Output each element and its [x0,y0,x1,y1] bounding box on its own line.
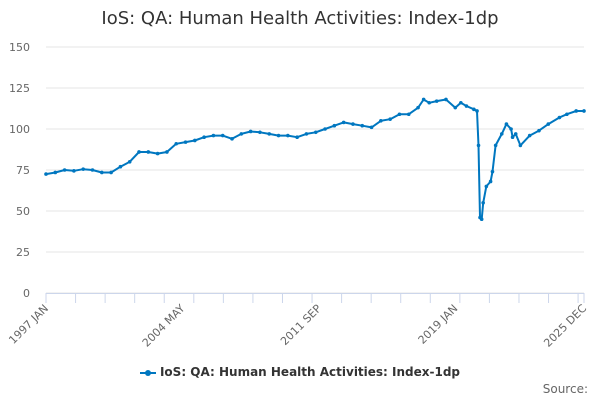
y-tick-label: 125 [9,82,30,95]
data-point [537,128,541,133]
data-point [546,122,551,126]
data-point [137,150,141,154]
data-point [459,100,463,105]
data-point [230,137,234,141]
data-point [127,160,132,164]
data-point [464,104,469,108]
data-point [574,109,578,113]
data-point [476,143,481,148]
data-point [499,132,504,136]
x-tick-label: 2004 MAY [140,302,188,350]
data-point [313,130,318,135]
data-point [472,107,476,112]
data-point [220,133,225,138]
data-point [72,169,76,173]
data-point [388,117,392,121]
chart-title: IoS: QA: Human Health Activities: Index-… [101,8,499,29]
data-point [258,130,262,135]
data-point [155,151,160,156]
x-tick-label: 2011 SEP [278,302,324,348]
data-point [490,169,495,174]
data-point [267,132,272,136]
data-point [557,115,562,120]
data-point [174,141,179,146]
data-point [44,172,48,176]
data-point [518,143,523,148]
y-tick-label: 25 [16,246,30,259]
data-point [286,133,290,138]
data-point [453,105,458,110]
data-point [276,133,281,138]
data-point [90,168,95,172]
y-tick-label: 100 [9,123,30,136]
data-point [504,122,509,126]
data-point [146,150,151,154]
data-point [360,123,365,128]
y-tick-label: 0 [23,287,30,300]
data-point [165,150,169,154]
data-point [118,164,123,169]
data-point [304,132,309,136]
data-point [211,133,216,138]
data-point [582,109,586,113]
data-point [527,133,532,138]
data-point [479,217,484,221]
data-point [434,99,439,103]
data-point [565,112,569,117]
series-line [45,98,584,221]
data-point [193,138,197,143]
data-point [53,170,58,175]
data-point [202,135,206,139]
data-point [379,119,383,123]
x-tick-label: 1997 JAN [6,302,51,347]
data-point [351,122,355,126]
data-point [484,184,489,189]
data-point [493,143,498,148]
data-point [100,170,104,175]
x-tick-label: 2025 DEC [541,302,589,350]
data-point [62,168,67,172]
y-tick-label: 150 [9,41,30,54]
legend-label: IoS: QA: Human Health Activities: Index-… [159,365,461,379]
legend-swatch-icon [139,369,156,376]
y-tick-label: 75 [16,164,30,177]
data-point [332,123,337,128]
data-point [248,129,253,134]
data-point [475,109,479,113]
data-point [509,127,513,131]
data-point [406,112,411,117]
data-point [239,132,244,136]
data-point [109,170,113,175]
legend-item[interactable]: IoS: QA: Human Health Activities: Index-… [0,365,600,379]
data-point [427,100,432,105]
data-point [369,125,374,130]
data-point [488,179,493,184]
data-point [341,120,346,125]
data-point [444,97,448,102]
data-point [481,201,485,205]
data-point [81,167,86,171]
data-point [421,97,426,102]
source-label: Source: [542,382,588,396]
data-point [510,135,515,139]
data-point [416,105,420,110]
data-point [295,135,299,139]
data-point [323,127,327,131]
data-point [513,132,518,136]
data-point [397,112,402,117]
x-tick-label: 2019 JAN [416,302,461,347]
data-point [183,140,188,144]
y-tick-label: 50 [16,205,30,218]
